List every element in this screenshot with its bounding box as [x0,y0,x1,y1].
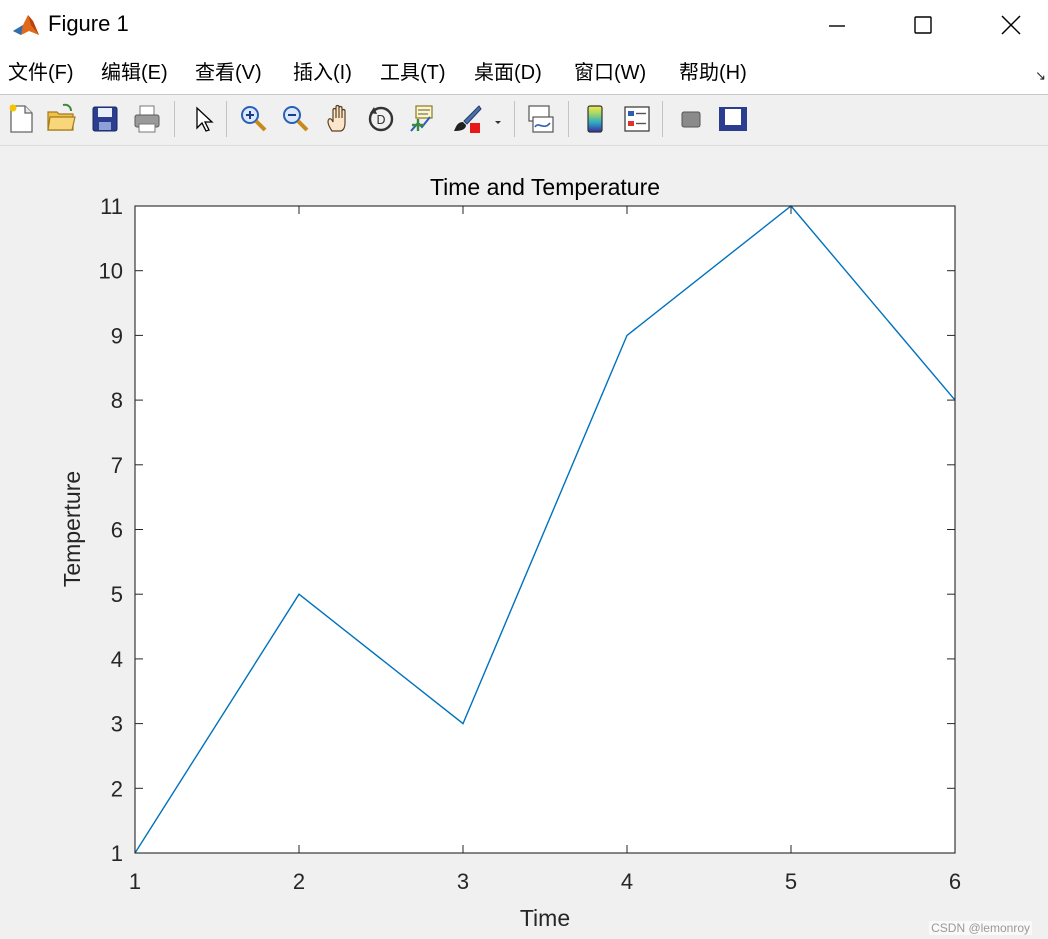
zoom-in-button[interactable] [238,103,268,135]
menu-window[interactable]: 窗口(W) [574,62,647,84]
y-tick-label: 4 [111,647,123,672]
menu-desktop[interactable]: 桌面(D) [474,62,542,84]
chart-title: Time and Temperature [430,174,660,200]
legend-button[interactable] [622,103,652,135]
y-axis-label: Temperture [59,471,85,587]
zoom-out-icon [283,106,309,132]
show-plot-tools-icon [719,107,747,131]
axes-box [134,205,956,854]
toolbar-separator [514,101,515,137]
pan-hand-icon [327,104,346,132]
open-file-button[interactable] [46,103,76,135]
toolbar: D [0,95,1048,146]
menu-overflow-arrow-icon[interactable]: ↘ [1035,68,1046,83]
print-icon [134,105,160,133]
x-tick-label: 6 [949,869,961,894]
toolbar-separator [226,101,227,137]
minimize-icon [829,25,845,27]
x-axis-label: Time [520,905,570,931]
menu-view[interactable]: 查看(V) [195,62,262,84]
maximize-button[interactable] [878,0,968,50]
data-cursor-button[interactable] [408,103,438,135]
x-tick-label: 4 [621,869,633,894]
brush-icon [454,105,482,133]
minimize-button[interactable] [792,0,882,50]
window-title: Figure 1 [48,11,129,36]
colorbar-button[interactable] [580,103,610,135]
rotate-3d-button[interactable]: D [366,103,396,135]
x-tick-label: 2 [293,869,305,894]
x-tick-label: 5 [785,869,797,894]
colorbar-icon [587,105,603,133]
y-tick-label: 9 [111,323,123,348]
title-bar: Figure 1 [0,0,1048,50]
y-tick-label: 5 [111,582,123,607]
y-tick-label: 3 [111,712,123,737]
legend-icon [624,106,650,132]
hide-plot-tools-icon [681,111,701,128]
toolbar-separator [174,101,175,137]
show-plot-tools-button[interactable] [718,103,748,135]
zoom-in-icon [241,106,267,132]
y-tick-label: 2 [111,776,123,801]
y-tick-label: 1 [111,841,123,866]
menu-edit[interactable]: 编辑(E) [101,62,168,84]
pointer-button[interactable] [188,103,218,135]
y-tick-label: 8 [111,388,123,413]
x-tick-label: 3 [457,869,469,894]
y-axis-ticks: 1 2 3 4 5 6 7 8 9 10 11 [99,194,955,866]
link-plot-icon [528,105,554,133]
y-tick-label: 11 [100,194,123,219]
toolbar-separator [662,101,663,137]
print-button[interactable] [132,103,162,135]
pointer-icon [196,106,214,132]
hide-plot-tools-button[interactable] [676,103,706,135]
menu-tools[interactable]: 工具(T) [380,62,446,84]
close-button[interactable] [966,0,1048,50]
watermark: CSDN @lemonroy [929,921,1032,935]
matlab-logo-icon [11,11,41,39]
y-tick-label: 7 [111,453,123,478]
new-figure-button[interactable] [6,103,36,135]
new-figure-icon [9,104,33,133]
open-file-icon [47,103,76,131]
menu-help[interactable]: 帮助(H) [679,62,747,84]
toolbar-separator [568,101,569,137]
menu-insert[interactable]: 插入(I) [293,62,352,84]
data-cursor-icon [410,105,433,132]
save-button[interactable] [90,103,120,135]
menu-file[interactable]: 文件(F) [8,62,74,84]
maximize-icon [914,16,932,34]
svg-text:D: D [376,113,385,127]
zoom-out-button[interactable] [280,103,310,135]
x-tick-label: 1 [129,869,141,894]
menu-bar: 文件(F) 编辑(E) 查看(V) 插入(I) 工具(T) 桌面(D) 窗口(W… [0,50,1048,95]
rotate-3d-icon: D [368,106,394,132]
y-tick-label: 10 [99,259,123,284]
brush-dropdown-icon [495,121,501,124]
pan-button[interactable] [324,103,354,135]
close-icon [1001,15,1021,35]
y-tick-label: 6 [111,518,123,543]
save-icon [92,106,118,132]
series-line [134,205,956,854]
brush-dropdown-button[interactable] [492,103,504,135]
brush-button[interactable] [452,103,482,135]
link-plot-button[interactable] [526,103,556,135]
